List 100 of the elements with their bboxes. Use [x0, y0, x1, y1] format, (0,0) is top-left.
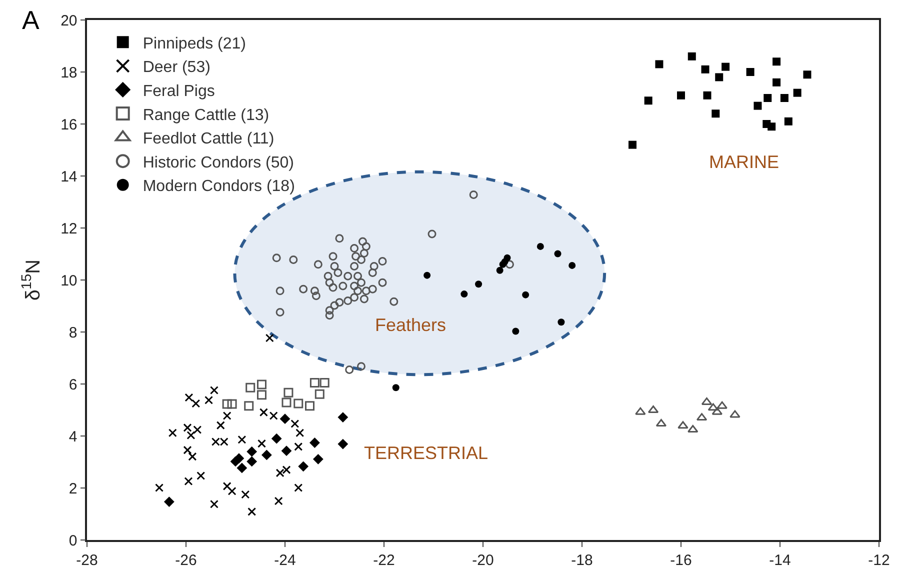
point [424, 272, 431, 279]
point [334, 268, 342, 277]
point [568, 262, 576, 269]
point [312, 454, 324, 464]
point [345, 365, 354, 374]
legend-label: Feral Pigs [142, 82, 215, 100]
point [338, 438, 348, 450]
point [780, 94, 788, 102]
point [298, 461, 309, 472]
point [257, 439, 266, 448]
point [310, 286, 319, 296]
point [335, 298, 344, 307]
x-tick-label: -14 [769, 552, 791, 569]
point [155, 483, 164, 492]
point [362, 286, 370, 296]
point [328, 252, 338, 261]
point [392, 384, 400, 392]
point [168, 428, 177, 438]
legend-label: Range Cattle (13) [142, 106, 270, 124]
point [259, 408, 268, 417]
point [294, 442, 303, 451]
point [328, 283, 338, 292]
point [360, 248, 368, 258]
point [746, 68, 754, 76]
point [768, 122, 776, 131]
point [192, 399, 200, 408]
point [248, 507, 256, 516]
point [715, 73, 724, 82]
point [730, 410, 740, 418]
legend-label: Historic Condors (50) [142, 154, 294, 172]
point [772, 58, 781, 66]
x-tick-label: -28 [76, 552, 98, 569]
y-tick-label: 14 [60, 168, 78, 186]
point [368, 268, 377, 277]
point [330, 262, 339, 270]
y-tick-label: 2 [68, 480, 78, 498]
point [261, 450, 272, 460]
point [368, 284, 377, 294]
point [350, 282, 359, 290]
point [222, 411, 232, 420]
point [350, 293, 359, 302]
point [325, 311, 334, 320]
point [644, 96, 652, 105]
point [703, 91, 712, 100]
point [701, 65, 710, 74]
y-tick-label: 8 [68, 324, 78, 342]
point [256, 390, 266, 400]
point [352, 252, 360, 261]
point [184, 476, 193, 486]
point [183, 446, 192, 454]
point [522, 291, 530, 298]
point [505, 260, 514, 269]
point [677, 91, 685, 100]
point [722, 62, 730, 71]
point [362, 242, 370, 251]
point [325, 278, 334, 287]
point [246, 382, 256, 392]
point [204, 396, 214, 404]
legend-label: Pinnipeds (21) [142, 35, 246, 52]
y-tick-label: 20 [60, 12, 78, 30]
y-tick-label: 16 [60, 116, 78, 134]
point [280, 414, 290, 424]
point [356, 278, 366, 287]
point [772, 78, 781, 86]
point [310, 438, 320, 448]
point [338, 412, 348, 422]
legend-label: Modern Condors (18) [142, 178, 295, 196]
point [469, 190, 478, 199]
point [688, 425, 698, 433]
point [354, 272, 362, 280]
text: A [22, 5, 40, 35]
x-tick-label: -26 [175, 552, 197, 569]
point [320, 378, 330, 388]
point [784, 117, 792, 126]
point [294, 398, 304, 408]
point [754, 102, 762, 110]
x-tick-label: -20 [472, 552, 494, 569]
point [688, 52, 696, 60]
point [230, 456, 241, 467]
point [350, 262, 359, 270]
point [475, 280, 482, 288]
point [335, 234, 344, 243]
point [496, 266, 504, 274]
point [678, 421, 688, 429]
point [378, 278, 387, 287]
point [428, 230, 436, 238]
y-tick-label: 0 [68, 532, 78, 550]
legend-label: Deer (53) [142, 59, 210, 76]
point [281, 446, 292, 456]
point [536, 242, 544, 250]
point [184, 393, 194, 402]
point [344, 296, 352, 306]
x-tick-label: -16 [670, 552, 692, 569]
point [764, 94, 772, 102]
x-tick-label: -12 [868, 552, 890, 569]
point [324, 272, 332, 280]
point [183, 423, 192, 432]
point [655, 60, 664, 68]
point [344, 272, 352, 280]
point [227, 399, 237, 409]
